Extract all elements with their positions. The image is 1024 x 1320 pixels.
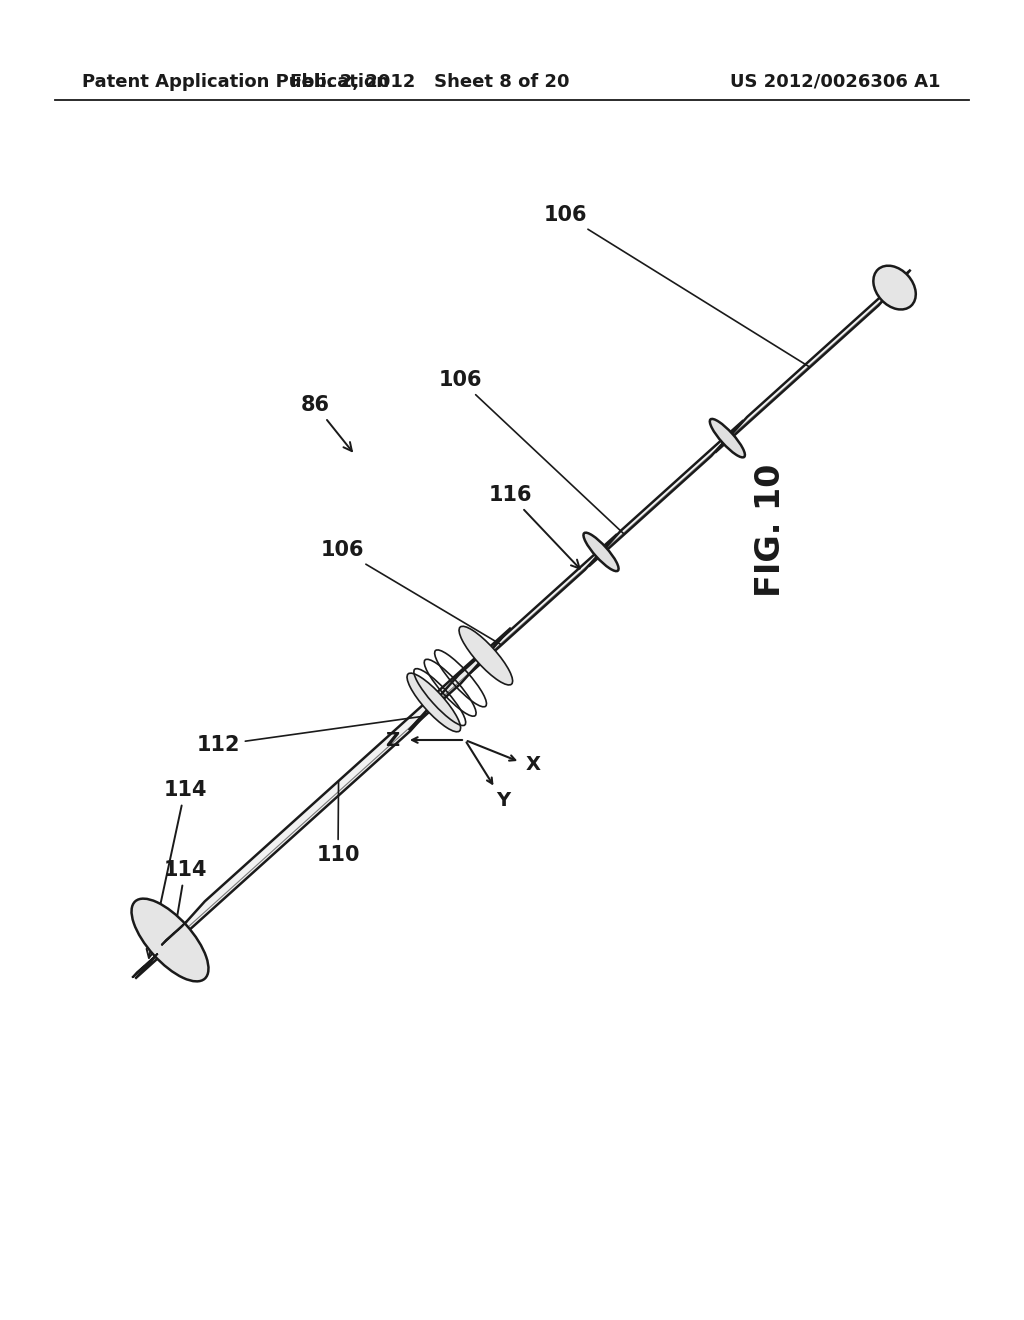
- Ellipse shape: [584, 533, 618, 572]
- Text: 106: 106: [544, 205, 809, 367]
- Ellipse shape: [710, 418, 744, 458]
- Text: 116: 116: [488, 484, 580, 569]
- Text: 106: 106: [321, 540, 501, 644]
- Polygon shape: [470, 535, 617, 673]
- Text: 106: 106: [438, 370, 624, 533]
- Polygon shape: [132, 953, 158, 978]
- Text: 110: 110: [316, 781, 359, 865]
- Text: US 2012/0026306 A1: US 2012/0026306 A1: [729, 73, 940, 91]
- Polygon shape: [132, 966, 145, 978]
- Ellipse shape: [131, 899, 209, 981]
- Ellipse shape: [469, 636, 503, 675]
- Text: 112: 112: [197, 717, 424, 755]
- Text: Patent Application Publication: Patent Application Publication: [82, 73, 389, 91]
- Polygon shape: [162, 921, 187, 945]
- Text: 86: 86: [300, 395, 352, 451]
- Text: FIG. 10: FIG. 10: [754, 463, 786, 597]
- Polygon shape: [589, 420, 743, 566]
- Text: Y: Y: [496, 791, 510, 809]
- Text: 114: 114: [163, 861, 207, 928]
- Ellipse shape: [459, 626, 513, 685]
- Text: X: X: [525, 755, 541, 775]
- Ellipse shape: [873, 265, 915, 309]
- Text: Feb. 2, 2012   Sheet 8 of 20: Feb. 2, 2012 Sheet 8 of 20: [290, 73, 569, 91]
- Polygon shape: [409, 628, 511, 730]
- Polygon shape: [135, 653, 480, 978]
- Text: Z: Z: [385, 730, 399, 750]
- Polygon shape: [715, 269, 910, 453]
- Polygon shape: [162, 933, 174, 945]
- Text: 114: 114: [146, 780, 207, 958]
- Ellipse shape: [407, 673, 461, 731]
